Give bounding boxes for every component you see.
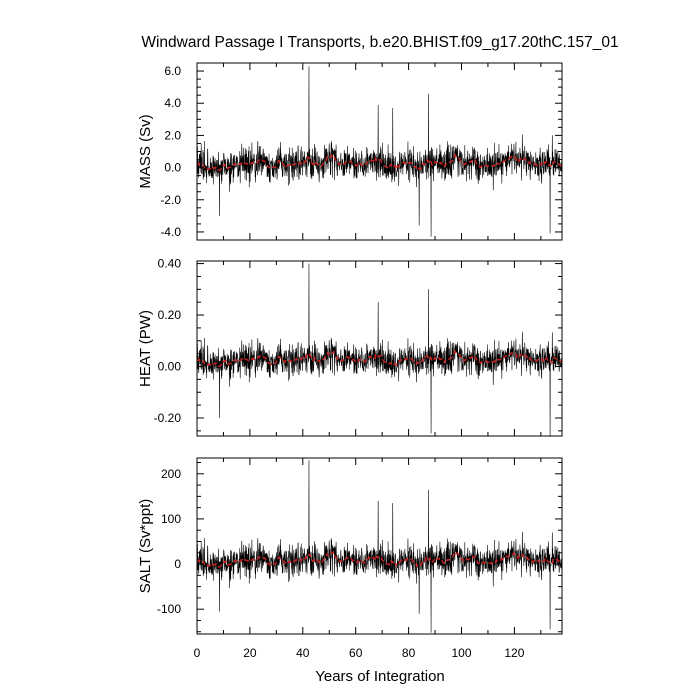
salt-panel: 0 20 40 60 80 100 120 -100 0 100 200 SALT (Sv*ppt): [137, 457, 563, 660]
salt-plot-frame: [196, 457, 563, 635]
figure-title: Windward Passage I Transports, b.e20.BHI…: [141, 34, 618, 51]
salt-y-tick-label: 100: [161, 512, 181, 526]
mass-monthly-series: [196, 66, 563, 237]
heat-y-tick-label: 0.40: [158, 257, 182, 271]
heat-monthly-series: [196, 263, 563, 437]
mass-panel: -4.0 -2.0 0.0 2.0 4.0 6.0 MASS (Sv): [137, 62, 563, 241]
mass-y-tick-label: 2.0: [164, 128, 181, 142]
mass-y-tick-label: 6.0: [164, 64, 181, 78]
x-tick-label: 0: [194, 646, 201, 660]
heat-panel: -0.20 0.00 0.20 0.40 HEAT (PW): [137, 257, 563, 437]
heat-y-tick-label: 0.00: [158, 360, 182, 374]
mass-y-tick-label: -4.0: [160, 225, 181, 239]
mass-y-tick-label: 0.0: [164, 161, 181, 175]
salt-smoothed-series: [196, 550, 562, 568]
salt-y-tick-label: 200: [161, 467, 181, 481]
heat-y-tick-label: 0.20: [158, 308, 182, 322]
heat-y-tick-label: -0.20: [154, 411, 182, 425]
x-tick-label: 60: [349, 646, 363, 660]
heat-plot-frame: [196, 260, 563, 437]
mass-y-tick-label: 4.0: [164, 96, 181, 110]
x-tick-label: 80: [402, 646, 416, 660]
mass-y-tick-label: -2.0: [160, 193, 181, 207]
panels-group: -4.0 -2.0 0.0 2.0 4.0 6.0 MASS (Sv) -0.20 0.00 0.…: [137, 62, 563, 660]
mass-y-axis-title: MASS (Sv): [137, 114, 154, 188]
mass-smoothed-series: [196, 153, 562, 172]
salt-y-tick-label: -100: [157, 602, 181, 616]
salt-monthly-series: [196, 460, 563, 633]
heat-y-axis-title: HEAT (PW): [137, 310, 154, 387]
x-tick-label: 120: [504, 646, 524, 660]
x-tick-label: 20: [243, 646, 257, 660]
salt-y-tick-label: 0: [174, 557, 181, 571]
salt-y-axis-title: SALT (Sv*ppt): [137, 499, 154, 593]
x-axis-title: Years of Integration: [315, 668, 445, 685]
x-tick-label: 100: [451, 646, 471, 660]
x-tick-label: 40: [296, 646, 310, 660]
heat-smoothed-series: [196, 349, 562, 368]
